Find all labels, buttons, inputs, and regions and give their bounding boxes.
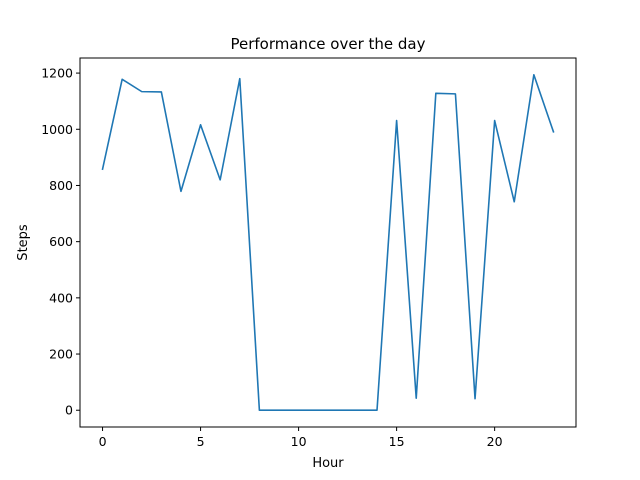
plot-area: [80, 58, 576, 427]
x-axis-label: Hour: [312, 456, 344, 471]
y-tick-label: 600: [49, 234, 73, 249]
x-tick-label: 0: [99, 434, 107, 449]
series-line: [101, 73, 555, 412]
x-tick-label: 10: [291, 434, 307, 449]
chart-title: Performance over the day: [230, 35, 425, 53]
y-tick-label: 800: [49, 178, 73, 193]
x-tick-label: 20: [487, 434, 503, 449]
y-tick-label: 1000: [41, 122, 73, 137]
y-tick-label: 400: [49, 290, 73, 305]
y-axis-label: Steps: [16, 224, 31, 261]
y-tick-label: 1200: [41, 66, 73, 81]
plot-frame: [79, 57, 577, 428]
x-tick-label: 5: [197, 434, 205, 449]
y-tick-label: 0: [65, 403, 73, 418]
y-tick-label: 200: [49, 347, 73, 362]
x-tick-label: 15: [389, 434, 405, 449]
